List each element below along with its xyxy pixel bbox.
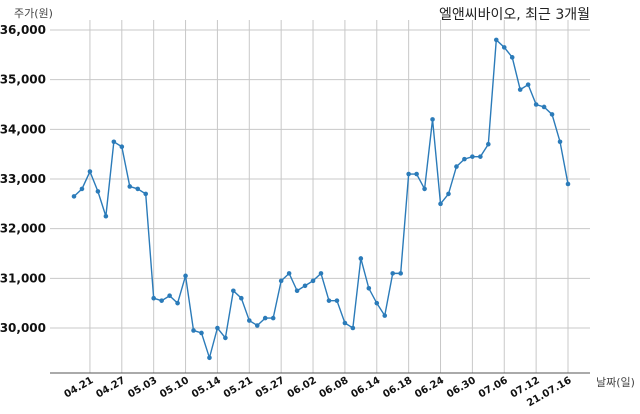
data-point <box>374 300 380 306</box>
data-point <box>525 82 531 87</box>
data-point <box>294 288 300 294</box>
x-tick-label: 06.18 <box>381 375 414 400</box>
data-point <box>406 171 411 177</box>
data-point <box>334 298 340 303</box>
x-tick-label: 06.24 <box>413 375 446 400</box>
data-point <box>533 102 539 107</box>
data-point <box>262 315 268 321</box>
data-point <box>159 298 164 303</box>
y-tick-label: 31,000 <box>0 271 46 285</box>
data-point <box>557 139 563 145</box>
data-point <box>239 295 244 301</box>
series-line <box>73 38 569 361</box>
data-point <box>207 355 212 361</box>
y-tick-label: 35,000 <box>0 73 46 87</box>
grid-layer <box>50 20 590 373</box>
y-tick-label: 32,000 <box>0 222 46 236</box>
data-point <box>501 45 507 50</box>
y-tick-label: 34,000 <box>0 122 46 136</box>
x-tick-label: 05.14 <box>190 375 223 400</box>
data-point <box>103 213 109 219</box>
data-point <box>342 320 348 326</box>
x-tick-label: 05.03 <box>126 375 159 400</box>
data-point <box>270 315 276 321</box>
data-point <box>454 164 459 169</box>
data-point <box>215 325 220 331</box>
data-point <box>223 335 228 341</box>
data-point <box>414 171 419 177</box>
data-point <box>143 191 149 197</box>
chart-title: 엘앤씨바이오, 최근 3개월 <box>439 7 590 23</box>
data-point <box>127 184 133 189</box>
x-tick-label: 05.21 <box>222 375 255 400</box>
data-point <box>350 325 356 331</box>
y-tick-labels: 30,000 31,000 32,000 33,000 34,000 35,000 36,0… <box>0 23 46 335</box>
data-point <box>430 117 435 122</box>
data-point <box>278 278 284 284</box>
y-tick-label: 30,000 <box>0 321 46 335</box>
x-tick-label: 06.08 <box>318 375 351 400</box>
data-point <box>135 186 141 192</box>
data-point <box>318 271 324 276</box>
x-tick-label: 06.14 <box>349 375 382 400</box>
data-point <box>382 313 388 318</box>
data-point <box>541 104 547 110</box>
data-point <box>470 154 475 159</box>
data-point <box>199 330 204 336</box>
x-axis-label: 날짜(일) <box>596 375 635 389</box>
data-point <box>422 186 427 192</box>
data-point <box>493 37 499 43</box>
x-tick-label: 06.02 <box>286 375 319 400</box>
data-point <box>79 186 85 192</box>
data-point <box>111 139 117 145</box>
data-point <box>509 55 515 60</box>
data-point <box>398 271 403 276</box>
data-point <box>517 87 523 92</box>
data-point <box>366 285 372 291</box>
data-point <box>119 144 125 150</box>
data-point <box>462 156 467 162</box>
data-point <box>254 323 260 328</box>
x-tick-label: 06.30 <box>445 375 478 400</box>
data-point <box>95 189 101 194</box>
data-point <box>446 191 451 197</box>
data-point <box>549 112 555 117</box>
y-tick-label: 36,000 <box>0 23 46 37</box>
data-point <box>167 293 172 299</box>
x-tick-label: 05.10 <box>158 375 191 400</box>
y-tick-label: 33,000 <box>0 172 46 186</box>
data-point <box>358 256 364 261</box>
y-axis-label: 주가(원) <box>14 7 53 20</box>
data-point <box>326 298 332 303</box>
data-point <box>565 181 571 187</box>
data-point <box>183 273 188 279</box>
data-point <box>286 271 292 276</box>
x-tick-labels: 04.2104.2705.0305.1005.1405.2105.2706.02… <box>63 375 574 409</box>
data-point <box>87 169 93 174</box>
data-point <box>246 318 252 323</box>
x-tick-label: 05.27 <box>254 375 287 400</box>
data-points <box>71 37 571 361</box>
x-tick-label: 07.06 <box>477 375 510 400</box>
data-point <box>486 141 491 147</box>
data-point <box>231 288 236 294</box>
data-point <box>175 300 180 306</box>
data-point <box>310 278 316 284</box>
data-point <box>302 283 308 289</box>
data-point <box>438 201 443 207</box>
x-tick-label: 04.27 <box>94 375 127 400</box>
data-point <box>478 154 483 159</box>
data-point <box>71 194 77 199</box>
data-point <box>191 328 196 333</box>
x-tick-label: 04.21 <box>63 375 96 400</box>
data-point <box>390 271 396 276</box>
data-point <box>151 295 156 301</box>
